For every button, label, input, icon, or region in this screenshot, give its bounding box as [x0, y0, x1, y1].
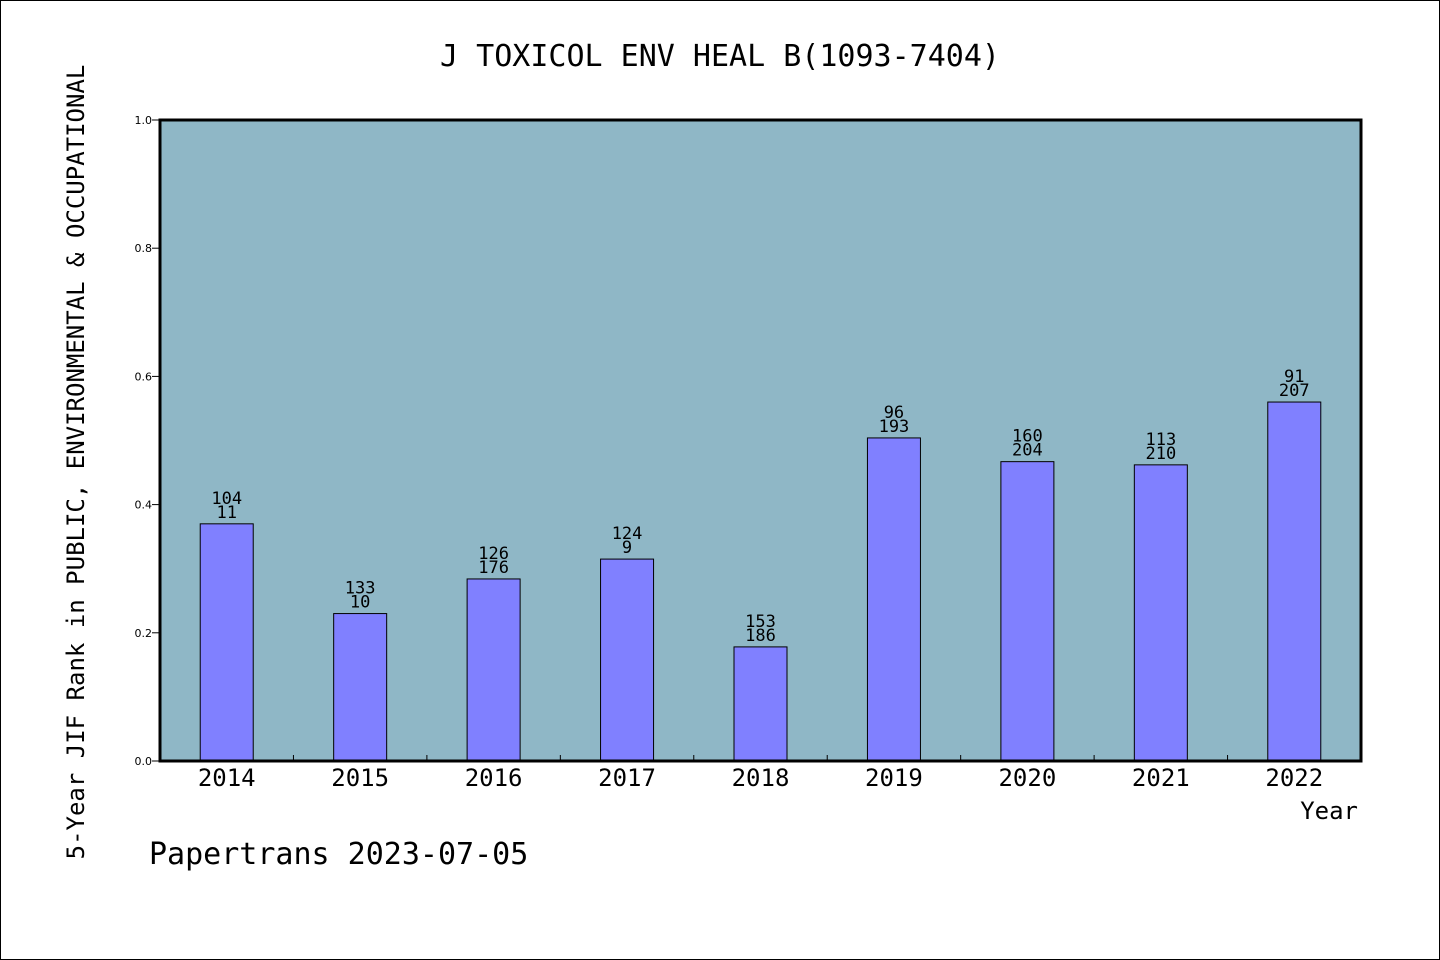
bar-label-bottom: 204: [1012, 441, 1043, 461]
bar-2016: [466, 578, 521, 762]
y-tick-label: 0.2: [135, 627, 153, 640]
y-tick-label: 0.6: [135, 370, 153, 383]
x-axis-label: Year: [1300, 797, 1358, 825]
bar-label-bottom: 11: [216, 503, 236, 523]
y-tick-label: 0.4: [135, 499, 153, 512]
y-tick-label: 0.8: [135, 242, 153, 255]
bar-2018: [733, 646, 788, 762]
bar-label-top: 153: [745, 612, 776, 632]
x-tick-label: 2022: [1265, 764, 1323, 792]
axis-ticks: 0.0 0.2 0.4 0.6 0.8 1.0 2014 2015 2016 2017 2018 20…: [135, 114, 1324, 792]
x-tick-label: 2016: [465, 764, 523, 792]
x-tick-label: 2019: [865, 764, 923, 792]
y-axis-label: 5-Year JIF Rank in PUBLIC, ENVIRONMENTAL…: [62, 65, 90, 860]
bar-2014: [199, 523, 254, 762]
bar-label-bottom: 10: [350, 593, 370, 613]
bar-label-top: 91: [1284, 367, 1304, 387]
chart-title: J TOXICOL ENV HEAL B(1093-7404): [440, 39, 1000, 74]
x-tick-label: 2018: [732, 764, 790, 792]
bar-2020: [1000, 461, 1055, 762]
bar-label-top: 160: [1012, 427, 1043, 447]
x-tick-label: 2017: [598, 764, 656, 792]
x-tick-label: 2021: [1132, 764, 1190, 792]
y-tick-label: 0.0: [135, 755, 153, 768]
bar-label-bottom: 186: [745, 626, 776, 646]
bar-label-top: 113: [1145, 430, 1176, 450]
bar-label-top: 104: [211, 489, 242, 509]
x-tick-label: 2014: [198, 764, 256, 792]
bar-label-top: 126: [478, 544, 509, 564]
bars: [199, 401, 1322, 762]
bar-label-top: 133: [345, 579, 376, 599]
x-tick-label: 2020: [998, 764, 1056, 792]
bar-label-bottom: 210: [1145, 444, 1176, 464]
bar-2021: [1133, 464, 1188, 762]
x-tick-label: 2015: [331, 764, 389, 792]
bar-2019: [866, 437, 921, 762]
bar-2022: [1267, 401, 1322, 762]
bar-label-bottom: 207: [1279, 381, 1310, 401]
bar-label-bottom: 193: [879, 417, 910, 437]
footer-credit: Papertrans 2023-07-05: [149, 837, 528, 872]
bar-2015: [333, 613, 388, 762]
bar-label-bottom: 9: [622, 538, 632, 558]
y-tick-label: 1.0: [135, 114, 153, 127]
bar-2017: [600, 558, 655, 762]
bar-label-top: 96: [884, 403, 904, 423]
bar-label-top: 124: [612, 524, 643, 544]
plot-border: [158, 118, 1363, 763]
bar-label-bottom: 176: [478, 558, 509, 578]
